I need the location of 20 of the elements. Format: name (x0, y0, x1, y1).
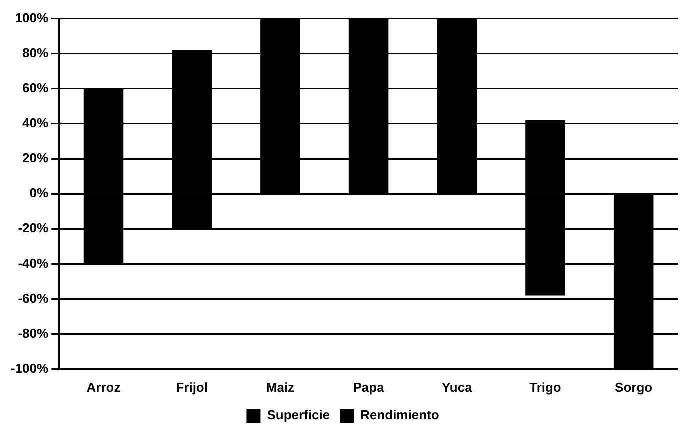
y-tick-label: -40% (18, 256, 50, 271)
x-tick-label: Papa (353, 380, 386, 395)
y-tick-label: 0% (30, 186, 50, 201)
y-tick-label: 40% (22, 116, 50, 131)
x-tick-label: Trigo (530, 380, 562, 395)
y-tick-label: -80% (18, 326, 50, 341)
x-tick-label: Arroz (86, 380, 122, 395)
x-tick-label: Maiz (266, 380, 296, 395)
y-tick-label: 20% (22, 150, 50, 166)
y-tick-label: -100% (11, 360, 50, 376)
x-tick-label: Frijol (176, 380, 208, 395)
x-tick-label: Sorgo (615, 380, 653, 395)
y-tick-label: 100% (15, 10, 50, 26)
y-tick-label: -60% (18, 290, 50, 306)
y-tick-label: 60% (22, 80, 50, 96)
legend-label: Rendimiento (360, 408, 440, 423)
x-tick-label: Yuca (442, 380, 474, 395)
y-tick-label: 80% (22, 45, 50, 60)
y-tick-label: -20% (18, 220, 50, 236)
legend-label: Superficie (267, 408, 330, 423)
